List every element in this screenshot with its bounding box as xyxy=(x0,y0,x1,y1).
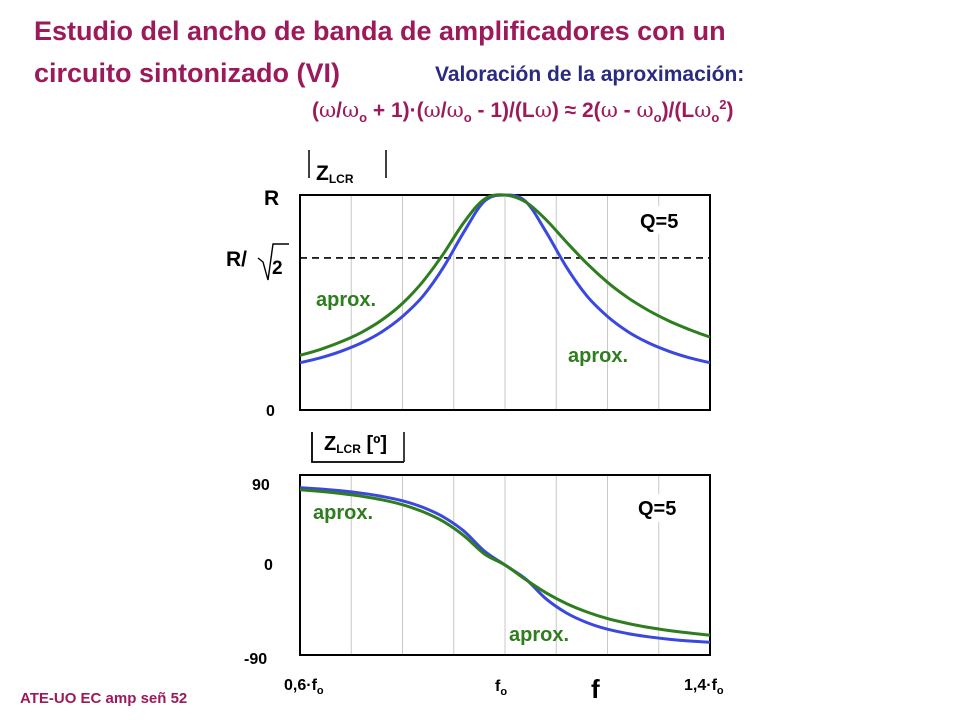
approx-label-left-magnitude: aprox. xyxy=(316,289,376,311)
phase-chart: ZLCR [º] 90 0 -90 Q=5 aprox. aprox. 0,6·… xyxy=(244,432,724,704)
approx-label-left-phase: aprox. xyxy=(313,502,373,524)
approx-label-right-phase: aprox. xyxy=(509,624,569,646)
angle-symbol xyxy=(311,432,404,463)
slide-title-line-2: circuito sintonizado (VI) xyxy=(34,58,341,88)
x-axis-label: f xyxy=(591,674,600,704)
y-tick-minus-90: -90 xyxy=(244,651,267,668)
slide-subtitle: Valoración de la aproximación: xyxy=(435,63,745,86)
y-label-zero: 0 xyxy=(266,403,275,420)
phase-plot-frame xyxy=(299,474,711,656)
phase-exact-curve xyxy=(299,488,711,637)
sqrt-radicand: 2 xyxy=(272,258,283,279)
sqrt-sign xyxy=(257,243,289,281)
q-label-bg-phase xyxy=(633,494,703,522)
q-label-magnitude: Q=5 xyxy=(640,211,678,233)
magnitude-exact-curve xyxy=(299,193,711,357)
y-label-r-sqrt2: R/ xyxy=(226,248,247,271)
phase-title: ZLCR [º] xyxy=(324,433,387,456)
approximation-formula: (ω/ωo + 1)·(ω/ωo - 1)/(Lω) ≈ 2(ω - ωo)/(… xyxy=(312,97,734,126)
slide-footer: ATE-UO EC amp señ 52 xyxy=(20,690,188,707)
x-tick-center: fo xyxy=(495,678,507,698)
slide-title-line-1: Estudio del ancho de banda de amplificad… xyxy=(34,16,726,46)
y-tick-90: 90 xyxy=(252,477,270,494)
y-label-r: R xyxy=(264,187,279,210)
q-label-phase: Q=5 xyxy=(638,498,676,520)
magnitude-chart: ZLCR R R/ 2 0 Q=5 aprox. aprox. xyxy=(226,150,711,420)
q-label-bg xyxy=(635,206,703,234)
x-tick-right: 1,4·fo xyxy=(684,677,724,697)
x-tick-left: 0,6·fo xyxy=(284,677,324,697)
magnitude-title: ZLCR xyxy=(316,162,354,186)
y-tick-0: 0 xyxy=(264,557,273,574)
approx-label-right-magnitude: aprox. xyxy=(568,345,628,367)
magnitude-grid xyxy=(350,195,660,410)
